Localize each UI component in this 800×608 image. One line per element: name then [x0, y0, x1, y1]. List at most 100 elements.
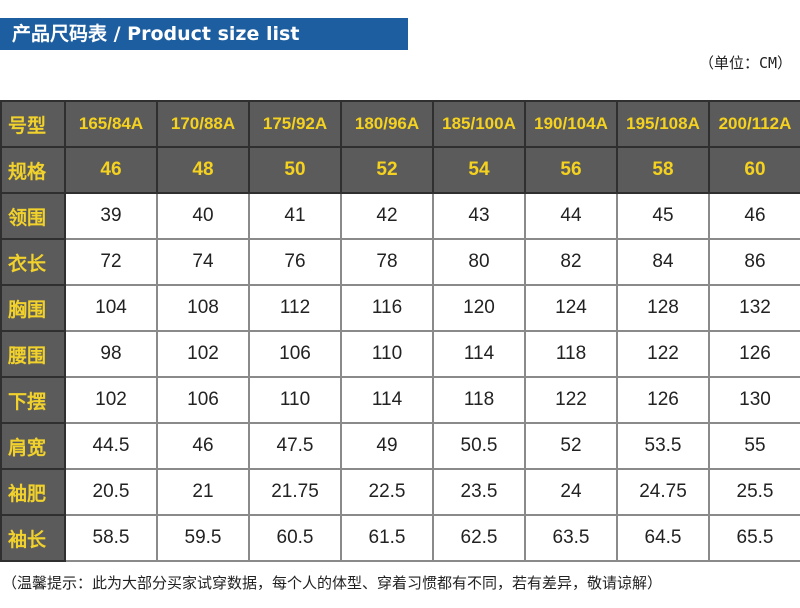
table-cell: 24: [524, 468, 618, 516]
table-cell: 42: [340, 192, 434, 240]
table-cell: 60.5: [248, 514, 342, 562]
table-cell: 56: [524, 146, 618, 194]
measurement-row: 衣长 72 74 76 78 80 82 84 86: [0, 238, 800, 286]
table-cell: 64.5: [616, 514, 710, 562]
table-cell: 190/104A: [524, 100, 618, 148]
table-cell: 21.75: [248, 468, 342, 516]
table-cell: 102: [64, 376, 158, 424]
table-cell: 76: [248, 238, 342, 286]
table-cell: 78: [340, 238, 434, 286]
table-cell: 82: [524, 238, 618, 286]
table-cell: 72: [64, 238, 158, 286]
table-cell: 50.5: [432, 422, 526, 470]
table-cell: 46: [64, 146, 158, 194]
table-cell: 24.75: [616, 468, 710, 516]
row-label: 肩宽: [0, 422, 66, 470]
measurement-row: 袖长 58.5 59.5 60.5 61.5 62.5 63.5 64.5 65.5: [0, 514, 800, 562]
table-cell: 118: [432, 376, 526, 424]
table-cell: 185/100A: [432, 100, 526, 148]
table-cell: 175/92A: [248, 100, 342, 148]
table-cell: 46: [708, 192, 800, 240]
table-cell: 48: [156, 146, 250, 194]
row-label: 胸围: [0, 284, 66, 332]
table-cell: 74: [156, 238, 250, 286]
page-title: 产品尺码表 / Product size list: [0, 18, 408, 50]
row-label: 领围: [0, 192, 66, 240]
table-cell: 126: [616, 376, 710, 424]
measurement-row: 肩宽 44.5 46 47.5 49 50.5 52 53.5 55: [0, 422, 800, 470]
table-cell: 80: [432, 238, 526, 286]
table-cell: 59.5: [156, 514, 250, 562]
row-label: 袖肥: [0, 468, 66, 516]
table-cell: 40: [156, 192, 250, 240]
measurement-row: 袖肥 20.5 21 21.75 22.5 23.5 24 24.75 25.5: [0, 468, 800, 516]
measurement-row: 下摆 102 106 110 114 118 122 126 130: [0, 376, 800, 424]
table-cell: 49: [340, 422, 434, 470]
table-cell: 116: [340, 284, 434, 332]
table-cell: 86: [708, 238, 800, 286]
table-cell: 58: [616, 146, 710, 194]
table-cell: 60: [708, 146, 800, 194]
table-cell: 195/108A: [616, 100, 710, 148]
table-cell: 106: [156, 376, 250, 424]
table-cell: 58.5: [64, 514, 158, 562]
table-cell: 104: [64, 284, 158, 332]
table-cell: 110: [340, 330, 434, 378]
row-label: 下摆: [0, 376, 66, 424]
table-cell: 55: [708, 422, 800, 470]
table-cell: 114: [432, 330, 526, 378]
table-cell: 114: [340, 376, 434, 424]
table-cell: 44: [524, 192, 618, 240]
table-cell: 52: [524, 422, 618, 470]
table-cell: 50: [248, 146, 342, 194]
table-cell: 61.5: [340, 514, 434, 562]
table-cell: 62.5: [432, 514, 526, 562]
table-cell: 200/112A: [708, 100, 800, 148]
table-cell: 46: [156, 422, 250, 470]
table-cell: 52: [340, 146, 434, 194]
row-label: 袖长: [0, 514, 66, 562]
table-cell: 23.5: [432, 468, 526, 516]
measurement-row: 领围 39 40 41 42 43 44 45 46: [0, 192, 800, 240]
table-cell: 63.5: [524, 514, 618, 562]
table-cell: 21: [156, 468, 250, 516]
table-cell: 124: [524, 284, 618, 332]
table-cell: 84: [616, 238, 710, 286]
table-cell: 25.5: [708, 468, 800, 516]
table-cell: 65.5: [708, 514, 800, 562]
table-cell: 108: [156, 284, 250, 332]
table-cell: 39: [64, 192, 158, 240]
table-cell: 44.5: [64, 422, 158, 470]
table-cell: 132: [708, 284, 800, 332]
table-cell: 122: [616, 330, 710, 378]
table-cell: 165/84A: [64, 100, 158, 148]
table-cell: 106: [248, 330, 342, 378]
table-cell: 128: [616, 284, 710, 332]
size-code-row: 号型 165/84A 170/88A 175/92A 180/96A 185/100A 19…: [0, 100, 800, 148]
table-cell: 110: [248, 376, 342, 424]
table-cell: 180/96A: [340, 100, 434, 148]
measurement-row: 胸围 104 108 112 116 120 124 128 132: [0, 284, 800, 332]
table-cell: 54: [432, 146, 526, 194]
table-cell: 20.5: [64, 468, 158, 516]
table-cell: 22.5: [340, 468, 434, 516]
unit-note: （单位：CM）: [698, 54, 792, 72]
row-label: 规格: [0, 146, 66, 194]
row-label: 号型: [0, 100, 66, 148]
table-cell: 45: [616, 192, 710, 240]
table-cell: 43: [432, 192, 526, 240]
table-cell: 170/88A: [156, 100, 250, 148]
table-cell: 98: [64, 330, 158, 378]
spec-row: 规格 46 48 50 52 54 56 58 60: [0, 146, 800, 194]
table-cell: 118: [524, 330, 618, 378]
size-table: 号型 165/84A 170/88A 175/92A 180/96A 185/100A 19…: [0, 100, 800, 562]
table-cell: 102: [156, 330, 250, 378]
table-cell: 120: [432, 284, 526, 332]
row-label: 腰围: [0, 330, 66, 378]
table-cell: 53.5: [616, 422, 710, 470]
measurement-row: 腰围 98 102 106 110 114 118 122 126: [0, 330, 800, 378]
table-cell: 126: [708, 330, 800, 378]
footer-note: （温馨提示：此为大部分买家试穿数据，每个人的体型、穿着习惯都有不同，若有差异，敬…: [2, 574, 663, 592]
table-cell: 41: [248, 192, 342, 240]
row-label: 衣长: [0, 238, 66, 286]
